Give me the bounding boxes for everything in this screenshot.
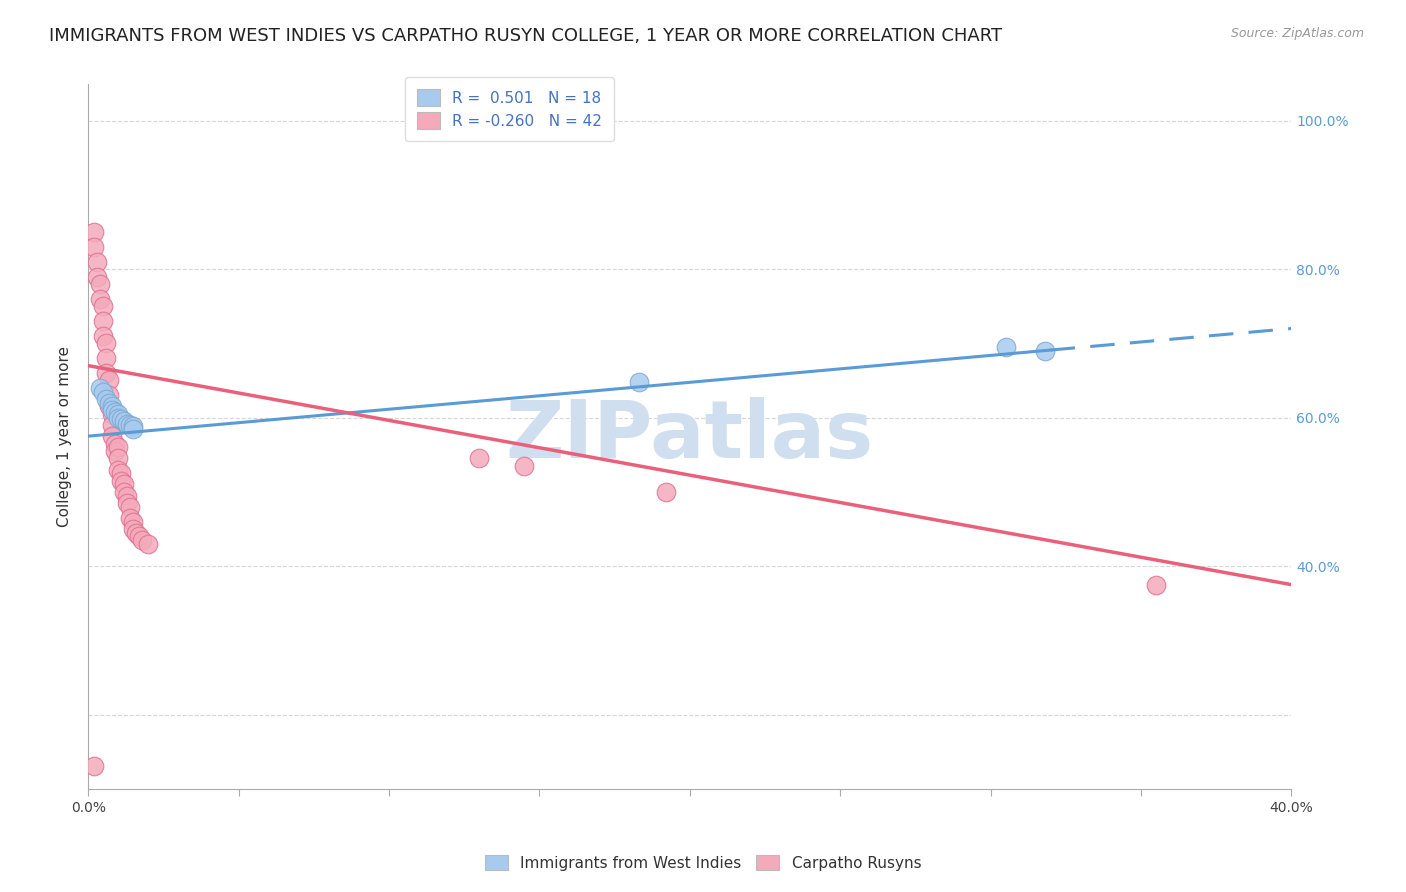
Point [107,451,129,466]
Point [101,429,124,443]
Text: IMMIGRANTS FROM WEST INDIES VS CARPATHO RUSYN COLLEGE, 1 YEAR OR MORE CORRELATIO: IMMIGRANTS FROM WEST INDIES VS CARPATHO … [49,27,1002,45]
Point [117,489,139,503]
Point [107,440,129,454]
Point [107,407,129,421]
Point [98,374,121,388]
Point [122,422,145,436]
Point [98,396,121,410]
Point [104,444,127,458]
Point [98,400,121,414]
Point [96,366,118,380]
Point [107,462,129,476]
Point [101,407,124,421]
Point [89,277,111,291]
Point [104,436,127,450]
Legend: Immigrants from West Indies, Carpatho Rusyns: Immigrants from West Indies, Carpatho Ru… [481,851,925,875]
Point [122,419,145,434]
Point [91,299,114,313]
Y-axis label: College, 1 year or more: College, 1 year or more [58,345,72,526]
Point [122,522,145,536]
Legend: R =  0.501   N = 18, R = -0.260   N = 42: R = 0.501 N = 18, R = -0.260 N = 42 [405,77,614,141]
Point [91,384,114,399]
Point [89,292,111,306]
Point [513,458,536,473]
Point [1033,343,1056,358]
Point [122,515,145,529]
Point [96,392,118,406]
Point [120,500,142,514]
Point [128,529,150,543]
Point [96,351,118,366]
Point [117,496,139,510]
Point [120,510,142,524]
Point [101,417,124,432]
Point [83,225,105,239]
Point [468,451,491,466]
Point [91,329,114,343]
Point [112,477,135,491]
Point [110,412,132,426]
Point [110,467,132,481]
Point [86,254,108,268]
Point [98,388,121,402]
Point [627,375,650,389]
Point [101,400,124,414]
Point [91,314,114,328]
Point [994,340,1017,354]
Point [136,537,159,551]
Point [120,417,142,432]
Point [104,404,127,418]
Text: ZIPatlas: ZIPatlas [506,397,875,475]
Point [654,484,676,499]
Point [125,525,148,540]
Text: Source: ZipAtlas.com: Source: ZipAtlas.com [1230,27,1364,40]
Point [107,410,129,425]
Point [86,269,108,284]
Point [112,484,135,499]
Point [131,533,153,547]
Point [117,417,139,431]
Point [1144,577,1167,591]
Point [101,403,124,417]
Point [83,240,105,254]
Point [110,474,132,488]
Point [89,381,111,395]
Point [83,759,105,773]
Point [96,336,118,351]
Point [112,414,135,428]
